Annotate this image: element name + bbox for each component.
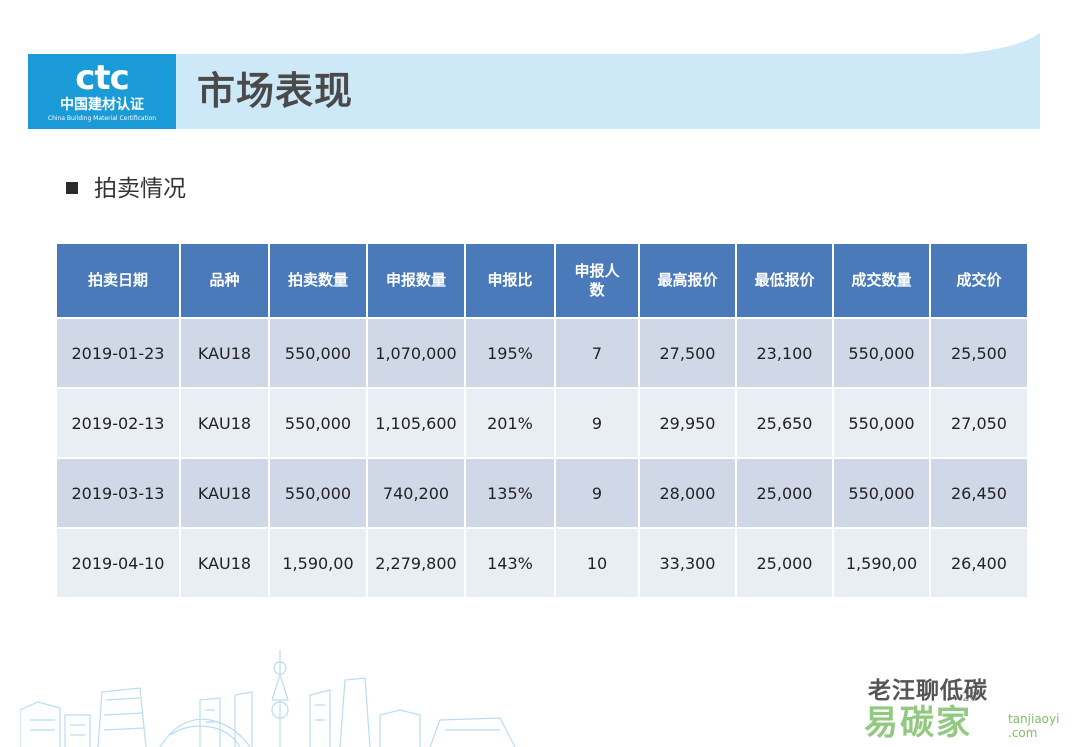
section-heading-text: 拍卖情况	[94, 176, 186, 202]
table-cell: 1,105,600	[368, 387, 464, 457]
table-cell: 27,050	[931, 387, 1027, 457]
column-header: 最低报价	[737, 244, 832, 317]
table-cell: 1,590,00	[834, 527, 929, 597]
table-cell: 201%	[466, 387, 554, 457]
table-cell: 550,000	[834, 317, 929, 387]
table-cell: 195%	[466, 317, 554, 387]
table-cell: 143%	[466, 527, 554, 597]
table-cell: 9	[556, 387, 638, 457]
table-cell: 2019-02-13	[57, 387, 179, 457]
column-header: 申报人数	[556, 244, 638, 317]
table-cell: 26,400	[931, 527, 1027, 597]
table-cell: 25,500	[931, 317, 1027, 387]
logo-name-cn: 中国建材认证	[60, 97, 144, 113]
table-cell: 26,450	[931, 457, 1027, 527]
logo-mark: ctc	[75, 58, 130, 98]
table-cell: 550,000	[834, 387, 929, 457]
table-cell: 25,000	[737, 527, 832, 597]
page-number: 20	[962, 690, 978, 704]
column-header: 申报比	[466, 244, 554, 317]
watermark-logo: 易碳家	[864, 703, 972, 743]
watermark-author: 老汪聊低碳	[868, 678, 988, 704]
watermark-domain: tanjiaoyi .com	[1008, 712, 1060, 740]
table-cell: 2019-03-13	[57, 457, 179, 527]
column-header: 最高报价	[640, 244, 735, 317]
table-row: 2019-02-13 KAU18 550,000 1,105,600 201% …	[57, 387, 1027, 457]
table-cell: 550,000	[270, 387, 366, 457]
city-skyline-decoration	[20, 650, 516, 747]
table-cell: 9	[556, 457, 638, 527]
table-cell: 2019-04-10	[57, 527, 179, 597]
column-header: 申报数量	[368, 244, 464, 317]
table-row: 2019-04-10 KAU18 1,590,00 2,279,800 143%…	[57, 527, 1027, 597]
table-cell: 550,000	[270, 317, 366, 387]
header-band	[28, 33, 1040, 129]
table-cell: 550,000	[834, 457, 929, 527]
table-cell: KAU18	[181, 457, 268, 527]
column-header: 品种	[181, 244, 268, 317]
table-cell: 2,279,800	[368, 527, 464, 597]
table-cell: 25,650	[737, 387, 832, 457]
table-cell: 7	[556, 317, 638, 387]
square-bullet-icon	[66, 181, 78, 194]
table-cell: 2019-01-23	[57, 317, 179, 387]
table-row: 2019-03-13 KAU18 550,000 740,200 135% 9 …	[57, 457, 1027, 527]
table-cell: KAU18	[181, 527, 268, 597]
column-header: 拍卖数量	[270, 244, 366, 317]
table-cell: 740,200	[368, 457, 464, 527]
table-cell: 28,000	[640, 457, 735, 527]
ctc-logo: ctc 中国建材认证 China Building Material Certi…	[28, 54, 176, 129]
table-cell: 1,070,000	[368, 317, 464, 387]
table-cell: 25,000	[737, 457, 832, 527]
table-cell: KAU18	[181, 387, 268, 457]
table-cell: 23,100	[737, 317, 832, 387]
table-cell: 27,500	[640, 317, 735, 387]
table-cell: 10	[556, 527, 638, 597]
table-row: 2019-01-23 KAU18 550,000 1,070,000 195% …	[57, 317, 1027, 387]
page-title: 市场表现	[197, 69, 354, 113]
table-cell: 550,000	[270, 457, 366, 527]
table-cell: 1,590,00	[270, 527, 366, 597]
section-heading: 拍卖情况	[66, 172, 186, 206]
table-cell: 135%	[466, 457, 554, 527]
table-cell: KAU18	[181, 317, 268, 387]
column-header: 拍卖日期	[57, 244, 179, 317]
table-header-row: 拍卖日期 品种 拍卖数量 申报数量 申报比 申报人数 最高报价 最低报价 成交数…	[57, 244, 1027, 317]
table-cell: 29,950	[640, 387, 735, 457]
auction-table: 拍卖日期 品种 拍卖数量 申报数量 申报比 申报人数 最高报价 最低报价 成交数…	[55, 244, 1029, 597]
column-header: 成交数量	[834, 244, 929, 317]
table-cell: 33,300	[640, 527, 735, 597]
column-header: 成交价	[931, 244, 1027, 317]
logo-name-en: China Building Material Certification	[47, 115, 157, 122]
